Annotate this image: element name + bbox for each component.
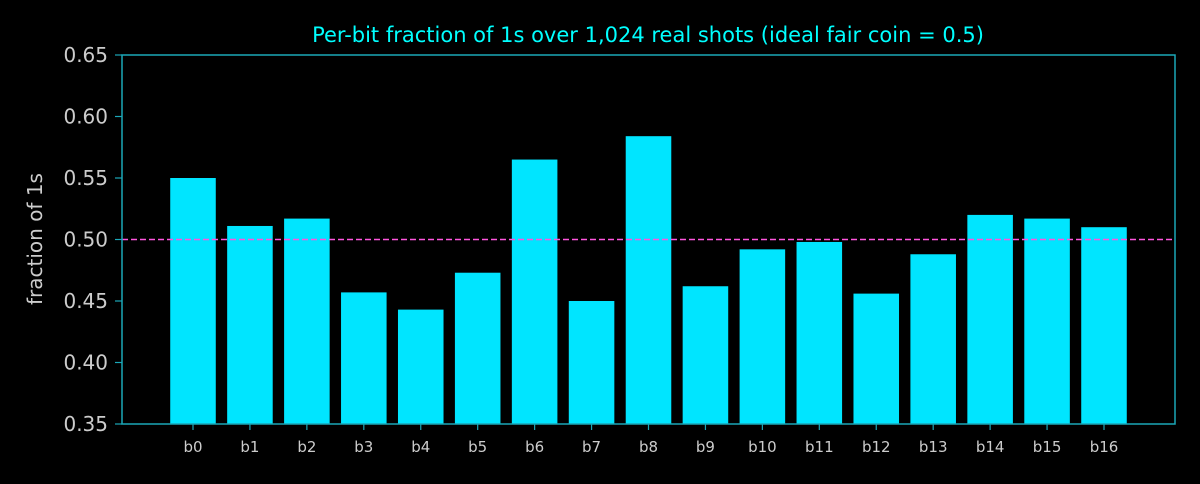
bar-b14 <box>967 214 1013 424</box>
y-tick-label: 0.50 <box>63 228 108 252</box>
x-tick-label-b15: b15 <box>1033 438 1062 456</box>
y-tick-label: 0.55 <box>63 166 108 190</box>
plot-frame <box>121 54 1176 425</box>
bar-b16 <box>1081 227 1127 424</box>
bar-b1 <box>227 225 273 424</box>
x-tick-label-b2: b2 <box>297 438 316 456</box>
bar-b15 <box>1024 218 1070 424</box>
bar-b11 <box>796 241 843 424</box>
y-tick-label: 0.60 <box>63 105 108 129</box>
x-axis-ticks: b0 b1 b2 b3 b4 b5 b6 b7 b8 b9 b10 b11 b12 b13 b14 b15 b1… <box>183 424 1118 456</box>
x-tick-label-b16: b16 <box>1090 438 1119 456</box>
x-tick-label-b11: b11 <box>805 438 834 456</box>
x-tick-label-b9: b9 <box>696 438 715 456</box>
bar-b9 <box>682 286 729 424</box>
x-tick-label-b0: b0 <box>183 438 202 456</box>
x-tick-label-b3: b3 <box>354 438 373 456</box>
bar-b4 <box>397 309 444 424</box>
bar-b12 <box>853 293 900 424</box>
bars-group <box>170 136 1127 425</box>
x-tick-label-b12: b12 <box>862 438 891 456</box>
x-tick-label-b5: b5 <box>468 438 487 456</box>
y-tick-label: 0.45 <box>63 289 108 313</box>
bar-b0 <box>170 178 216 424</box>
bar-b3 <box>341 292 387 424</box>
y-tick-label: 0.40 <box>63 351 108 375</box>
bar-b8 <box>625 136 672 424</box>
bar-b13 <box>910 254 956 424</box>
bar-b7 <box>568 301 615 424</box>
x-tick-label-b6: b6 <box>525 438 544 456</box>
y-axis-label: fraction of 1s <box>23 173 47 305</box>
y-tick-label: 0.65 <box>63 43 108 67</box>
y-tick-label: 0.35 <box>63 412 108 436</box>
bar-b10 <box>739 249 786 424</box>
x-tick-label-b8: b8 <box>639 438 658 456</box>
bar-b5 <box>454 272 501 424</box>
y-axis-ticks: 0.35 0.40 0.45 0.50 0.55 0.60 0.65 <box>63 43 122 436</box>
x-tick-label-b13: b13 <box>919 438 948 456</box>
x-tick-label-b10: b10 <box>748 438 777 456</box>
chart-title: Per-bit fraction of 1s over 1,024 real s… <box>312 23 984 47</box>
x-tick-label-b14: b14 <box>976 438 1005 456</box>
x-tick-label-b4: b4 <box>411 438 430 456</box>
x-tick-label-b7: b7 <box>582 438 601 456</box>
bar-b6 <box>511 159 558 425</box>
x-tick-label-b1: b1 <box>240 438 259 456</box>
bar-b2 <box>284 218 330 424</box>
